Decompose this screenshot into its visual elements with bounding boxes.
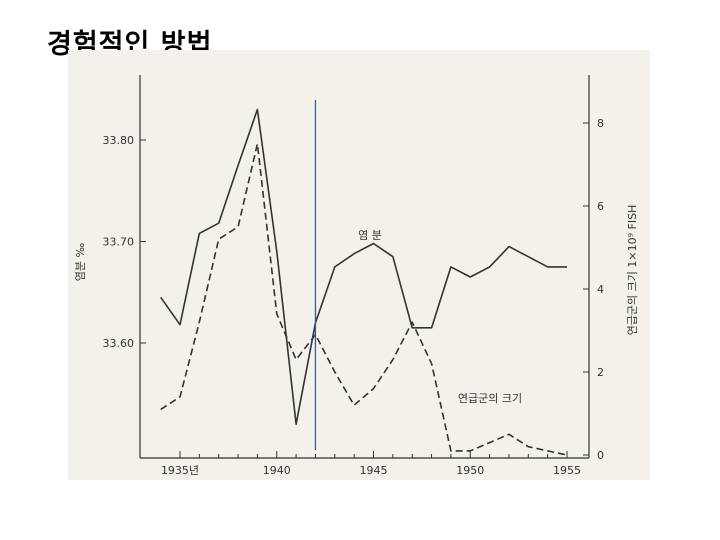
series-line-year-class-size: [160, 143, 568, 456]
left-tick-label: 33.70: [103, 236, 135, 249]
right-tick-label: 0: [597, 449, 604, 462]
annotation-year-class-size: 연급군의 크기: [458, 392, 522, 405]
right-tick-label: 8: [597, 117, 604, 130]
y-right-axis-label: 연급군의 크기 1×10⁹ FISH: [626, 205, 639, 336]
left-tick-label: 33.60: [103, 337, 135, 350]
left-tick-label: 33.80: [103, 134, 135, 147]
x-tick-label: 1955: [553, 464, 581, 477]
x-tick-label: 1945: [360, 464, 388, 477]
chart-ticks: 33.80 33.70 33.60 0 2 4 6 8 1935년 1940 1945 1950 195…: [103, 117, 605, 477]
right-tick-label: 2: [597, 366, 604, 379]
right-tick-label: 6: [597, 200, 604, 213]
annotation-salinity: 염 분: [358, 229, 382, 242]
series-line-salinity: [160, 108, 567, 426]
x-tick-label: 1940: [263, 464, 291, 477]
right-tick-label: 4: [597, 283, 604, 296]
scanned-figure-background: [68, 50, 650, 480]
chart-axes: [139, 75, 590, 459]
y-left-axis-label: 염분 ‰: [74, 243, 87, 282]
x-tick-label: 1935년: [161, 464, 199, 477]
x-tick-label: 1950: [456, 464, 484, 477]
chart-series: [160, 100, 568, 456]
